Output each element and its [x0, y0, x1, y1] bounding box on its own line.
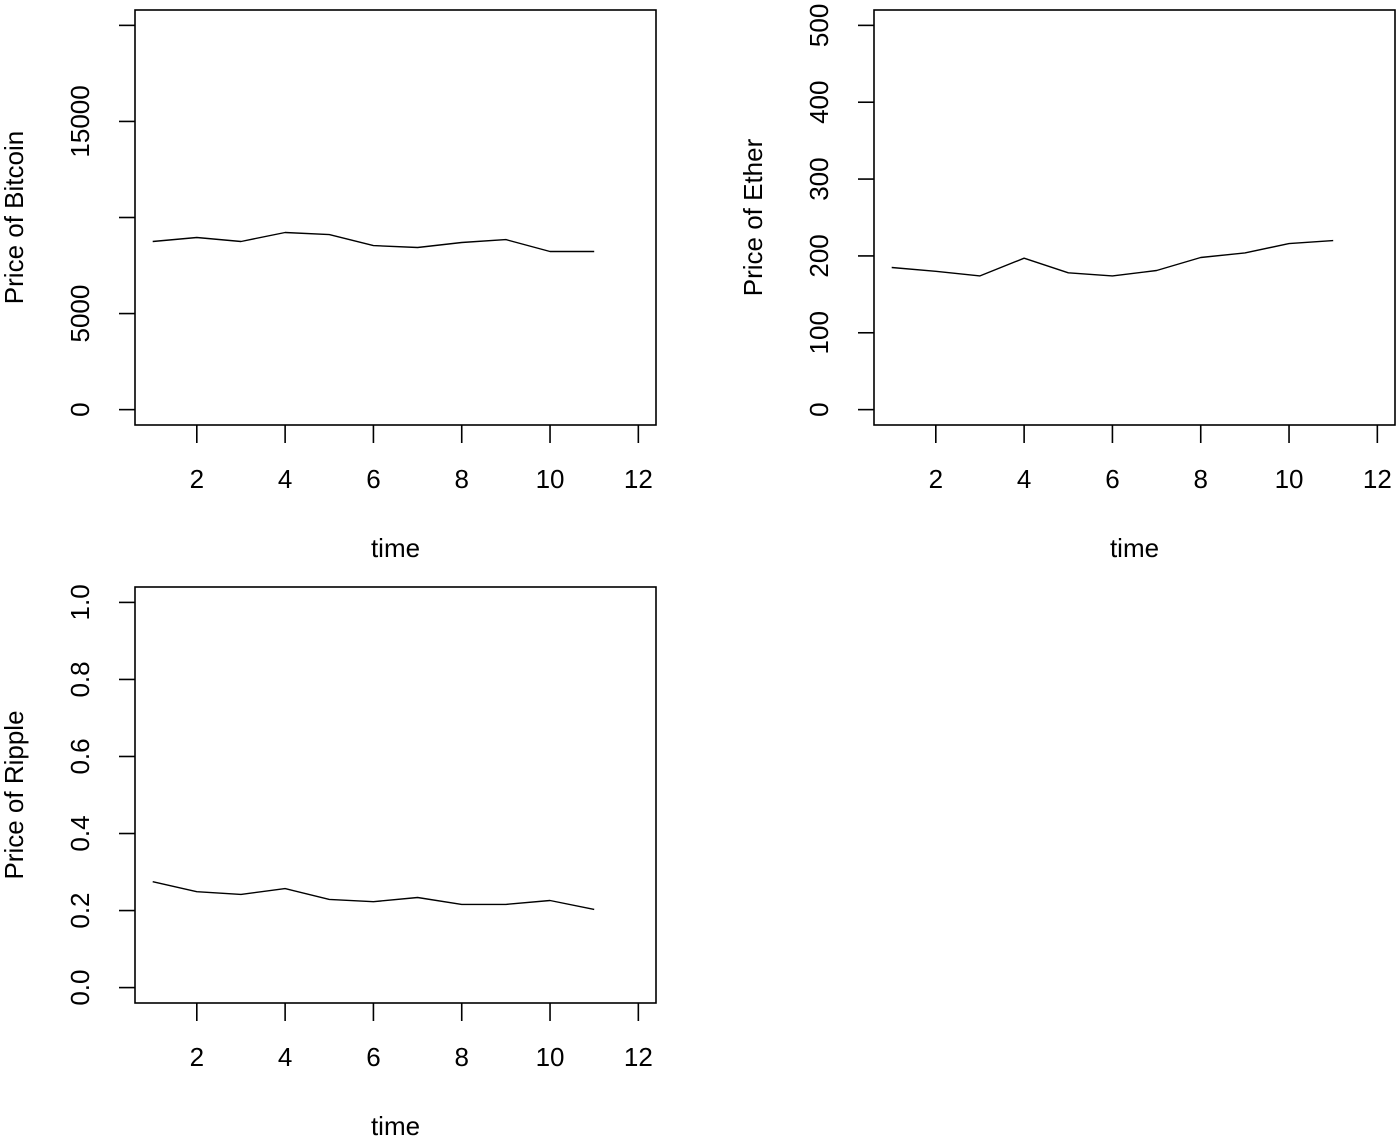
bitcoin-price-line — [152, 231, 595, 253]
x-axis-title: time — [371, 533, 420, 563]
x-tick-label: 10 — [536, 1042, 565, 1072]
x-tick-label: 4 — [278, 1042, 292, 1072]
x-tick-label: 2 — [190, 464, 204, 494]
plot-frame — [134, 9, 657, 426]
x-tick-label: 12 — [624, 464, 653, 494]
x-tick-label: 12 — [1363, 464, 1392, 494]
x-tick-label: 10 — [536, 464, 565, 494]
x-tick-label: 4 — [1017, 464, 1031, 494]
x-tick-label: 8 — [1193, 464, 1207, 494]
y-tick-label: 300 — [804, 157, 834, 200]
plot-frame — [873, 9, 1396, 426]
y-tick-label: 15000 — [65, 85, 95, 157]
y-axis-title: Price of Bitcoin — [0, 131, 29, 304]
ether-price-plot: 2 4 6 8 10 12 0 100 200 300 400 500 time Price of … — [738, 4, 1396, 563]
y-tick-label: 0.6 — [65, 738, 95, 774]
x-tick-label: 2 — [190, 1042, 204, 1072]
ripple-price-plot: 2 4 6 8 10 12 0.0 0.2 0.4 0.6 0.8 1.0 time Price o… — [0, 584, 657, 1137]
x-axis: 2 4 6 8 10 12 — [929, 425, 1392, 494]
y-tick-label: 5000 — [65, 285, 95, 343]
y-tick-label: 400 — [804, 81, 834, 124]
x-axis-title: time — [371, 1111, 420, 1137]
ripple-price-line — [152, 881, 595, 911]
y-tick-label: 200 — [804, 234, 834, 277]
y-tick-label: 0.2 — [65, 892, 95, 928]
y-tick-label: 100 — [804, 311, 834, 354]
y-axis-title: Price of Ripple — [0, 710, 29, 879]
y-tick-label: 0.4 — [65, 815, 95, 851]
plot-frame — [134, 586, 657, 1004]
x-tick-label: 6 — [366, 464, 380, 494]
x-tick-label: 10 — [1275, 464, 1304, 494]
x-axis: 2 4 6 8 10 12 — [190, 425, 653, 494]
y-tick-label: 1.0 — [65, 584, 95, 620]
x-tick-label: 8 — [454, 1042, 468, 1072]
x-axis: 2 4 6 8 10 12 — [190, 1003, 653, 1072]
y-tick-label: 0.0 — [65, 970, 95, 1006]
y-axis: 0.0 0.2 0.4 0.6 0.8 1.0 — [65, 584, 135, 1006]
y-axis: 0 100 200 300 400 500 — [804, 4, 874, 417]
x-tick-label: 8 — [454, 464, 468, 494]
x-tick-label: 6 — [1105, 464, 1119, 494]
x-tick-label: 12 — [624, 1042, 653, 1072]
y-tick-label: 0 — [65, 402, 95, 416]
y-tick-label: 0.8 — [65, 661, 95, 697]
x-tick-label: 2 — [929, 464, 943, 494]
ether-price-line — [891, 239, 1334, 277]
y-tick-label: 0 — [804, 402, 834, 416]
x-tick-label: 6 — [366, 1042, 380, 1072]
y-tick-label: 500 — [804, 4, 834, 47]
y-axis: 0 5000 15000 — [65, 24, 135, 417]
x-tick-label: 4 — [278, 464, 292, 494]
y-axis-title: Price of Ether — [738, 138, 768, 296]
bitcoin-price-plot: 2 4 6 8 10 12 0 5000 15000 time Price of Bitcoi… — [0, 9, 657, 563]
x-axis-title: time — [1110, 533, 1159, 563]
